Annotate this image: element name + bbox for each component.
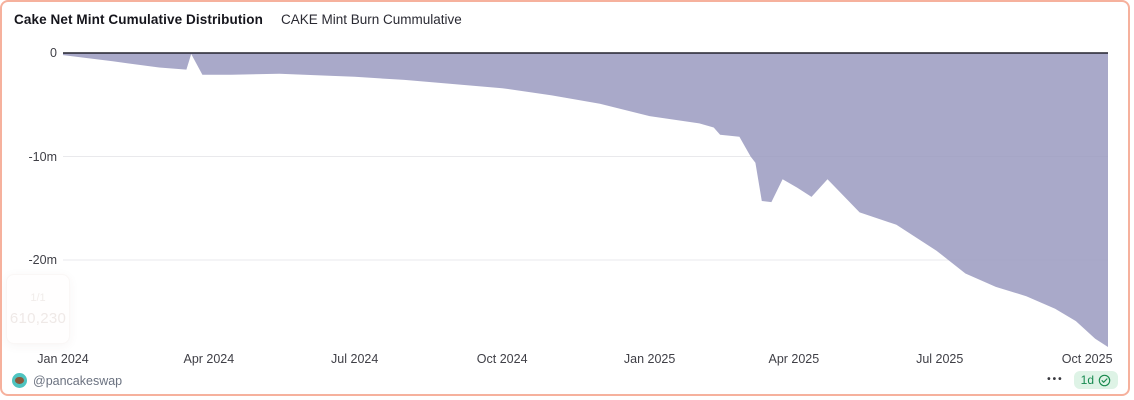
x-tick-label: Jan 2024 [37, 352, 89, 366]
attribution: @pancakeswap [12, 373, 122, 388]
x-tick-label: Jan 2025 [623, 352, 676, 366]
area-series [63, 53, 1108, 347]
more-options-icon[interactable]: ••• [1047, 374, 1064, 385]
tooltip-value: 610,230 [9, 309, 67, 327]
x-tick-label: Jul 2025 [916, 352, 964, 366]
x-tick-label: Oct 2024 [476, 352, 528, 366]
x-tick-label: Apr 2025 [768, 352, 820, 366]
x-tick-label: Jul 2024 [331, 352, 379, 366]
interval-badge[interactable]: 1d [1073, 371, 1118, 389]
x-tick-label: Oct 2025 [1061, 352, 1113, 366]
y-tick-label: 0 [50, 46, 57, 60]
footer-controls: ••• 1d [1047, 371, 1118, 389]
y-tick-label: -10m [28, 149, 57, 164]
check-circle-icon [1098, 374, 1111, 386]
chart-header: Cake Net Mint Cumulative Distribution CA… [14, 12, 462, 27]
interval-label: 1d [1080, 373, 1094, 387]
chart-title: Cake Net Mint Cumulative Distribution [14, 12, 263, 27]
tooltip-page-indicator: 1/1 [30, 291, 46, 304]
x-tick-label: Apr 2024 [183, 352, 235, 366]
author-handle[interactable]: @pancakeswap [33, 373, 123, 388]
pancakeswap-avatar-icon [12, 373, 27, 388]
y-tick-label: -20m [28, 253, 57, 268]
fading-tooltip: 1/1 610,230 [6, 274, 70, 344]
chart-series-label[interactable]: CAKE Mint Burn Cummulative [280, 12, 462, 27]
area-chart[interactable] [2, 2, 1130, 396]
